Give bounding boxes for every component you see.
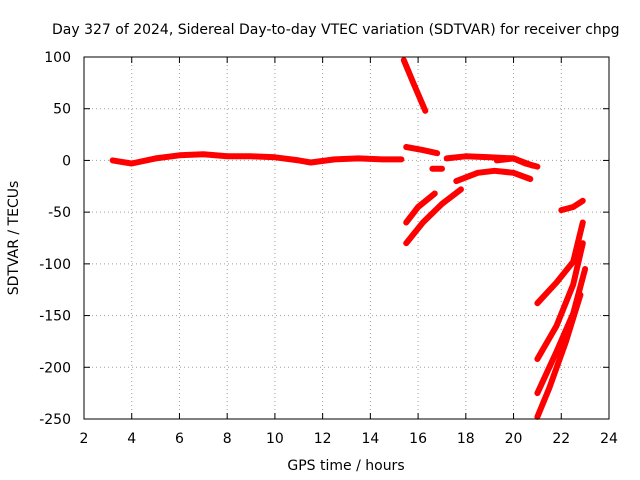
series-track-l (534, 291, 584, 420)
x-tick-label: 12 (314, 431, 332, 447)
x-tick-label: 16 (409, 431, 427, 447)
series-track-b (403, 144, 441, 157)
x-tick-label: 6 (175, 431, 184, 447)
x-tick-label: 20 (505, 431, 523, 447)
x-tick-label: 2 (80, 431, 89, 447)
series-track-g (403, 186, 464, 247)
x-tick-label: 14 (361, 431, 379, 447)
series-track-f (403, 190, 438, 226)
y-tick-label: 50 (53, 102, 71, 118)
series-track-k (534, 266, 589, 397)
y-tick-label: -200 (39, 360, 71, 376)
grid (84, 57, 609, 419)
x-tick-label: 4 (127, 431, 136, 447)
x-tick-label: 18 (457, 431, 475, 447)
chart-title: Day 327 of 2024, Sidereal Day-to-day VTE… (52, 22, 620, 38)
series-track-i (534, 219, 586, 307)
y-tick-label: 100 (44, 50, 71, 66)
x-tick-label: 24 (600, 431, 618, 447)
series-track-e (493, 155, 536, 169)
ticks (83, 56, 610, 420)
x-tick-label: 10 (266, 431, 284, 447)
x-tick-label: 22 (552, 431, 570, 447)
series-track-j (534, 240, 586, 362)
plot-frame (83, 56, 610, 420)
series-track-main (109, 151, 405, 167)
y-tick-label: -250 (39, 412, 71, 428)
series-track-m (558, 197, 586, 214)
y-tick-label: -100 (39, 257, 71, 273)
y-tick-label: 0 (62, 153, 71, 169)
y-tick-label: -50 (48, 205, 71, 221)
y-tick-label: -150 (39, 309, 71, 325)
tick-labels: 2 4 6 8 10 12 14 16 18 20 22 24-250-200-150-100-500… (39, 50, 618, 447)
x-tick-label: 8 (223, 431, 232, 447)
series-track-h (453, 167, 534, 185)
x-axis-label: GPS time / hours (287, 458, 404, 474)
y-axis-label: SDTVAR / TECUs (6, 181, 22, 296)
series-layer (109, 57, 589, 420)
series-track-a (400, 57, 429, 114)
